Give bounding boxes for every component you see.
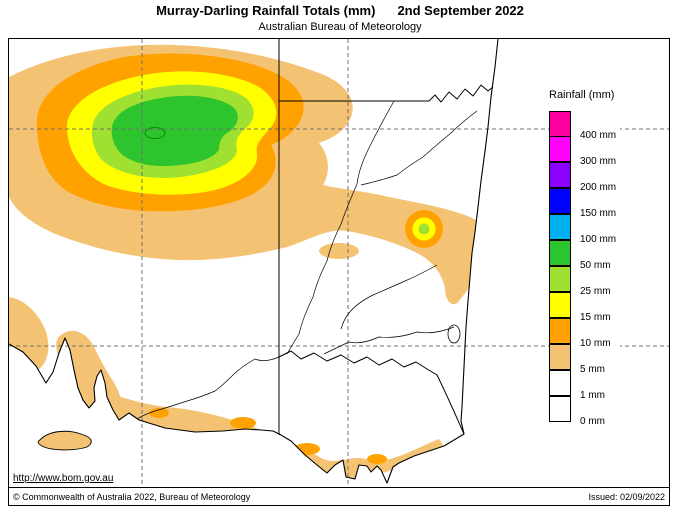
legend-label: 15 mm (580, 312, 611, 323)
rain-region-5mm-spot (319, 243, 359, 259)
page-date: 2nd September 2022 (397, 3, 524, 18)
rain-spot-10mm (367, 454, 387, 464)
legend-label: 300 mm (580, 156, 617, 167)
act-border (447, 324, 461, 344)
page-title: Murray-Darling Rainfall Totals (mm) (156, 3, 376, 18)
legend-swatch (549, 318, 571, 344)
legend-row: 25 mm (549, 266, 616, 297)
state-border-qld-nsw (279, 84, 494, 103)
legend-swatch (549, 292, 571, 318)
river-tributary (360, 110, 478, 186)
issued-text: Issued: 02/09/2022 (588, 491, 665, 502)
rain-region-50mm (111, 95, 238, 167)
legend-row: 300 mm (549, 136, 616, 167)
river-lachlan (340, 264, 438, 330)
rain-spot-10mm (230, 417, 256, 429)
legend-cells: 400 mm 300 mm 200 mm 150 mm 100 mm (549, 111, 616, 427)
legend: Rainfall (mm) 400 mm 300 mm 200 mm 150 m… (549, 89, 621, 427)
page-subtitle: Australian Bureau of Meteorology (258, 21, 422, 33)
legend-row: 5 mm (549, 344, 616, 375)
legend-label: 150 mm (580, 208, 617, 219)
legend-row: 15 mm (549, 292, 616, 323)
legend-label: 1 mm (580, 390, 605, 401)
legend-swatch (549, 214, 571, 240)
page-title-row: Murray-Darling Rainfall Totals (mm) 2nd … (0, 3, 680, 18)
legend-row: 400 mm (549, 111, 616, 141)
legend-label: 200 mm (580, 182, 617, 193)
legend-label: 5 mm (580, 364, 605, 375)
legend-row: 200 mm (549, 162, 616, 193)
legend-title: Rainfall (mm) (549, 89, 615, 101)
legend-label: 400 mm (580, 130, 617, 141)
river-murrumbidgee (323, 326, 455, 355)
legend-row: 0 mm (549, 396, 616, 427)
legend-row: 100 mm (549, 214, 616, 245)
legend-row: 1 mm (549, 370, 616, 401)
rainfall-map-box: Rainfall (mm) 400 mm 300 mm 200 mm 150 m… (8, 38, 670, 488)
legend-swatch (549, 266, 571, 292)
legend-swatch (549, 370, 571, 396)
footer-bar: © Commonwealth of Australia 2022, Bureau… (8, 487, 670, 506)
legend-row: 150 mm (549, 188, 616, 219)
legend-label: 50 mm (580, 260, 611, 271)
kangaroo-island (37, 430, 92, 451)
legend-swatch (549, 162, 571, 188)
legend-swatch (549, 188, 571, 214)
legend-label: 0 mm (580, 416, 605, 427)
river-darling (286, 100, 395, 355)
legend-label: 10 mm (580, 338, 611, 349)
river-murray-sa (136, 356, 280, 420)
legend-swatch (549, 396, 571, 422)
copyright-text: © Commonwealth of Australia 2022, Bureau… (13, 491, 251, 502)
legend-label: 100 mm (580, 234, 617, 245)
bullseye-25mm (418, 223, 430, 235)
state-border-nsw-vic-murray (278, 350, 465, 435)
bom-url-link[interactable]: http://www.bom.gov.au (13, 473, 114, 484)
legend-label: 25 mm (580, 286, 611, 297)
legend-row: 10 mm (549, 318, 616, 349)
sea (9, 39, 669, 487)
legend-row: 50 mm (549, 240, 616, 271)
rain-spot-10mm (149, 408, 169, 418)
rainfall-map (9, 39, 669, 487)
legend-swatch (549, 111, 571, 137)
rain-core-contour (144, 127, 166, 139)
legend-swatch (549, 136, 571, 162)
coastline (9, 39, 499, 484)
legend-swatch (549, 344, 571, 370)
legend-swatch (549, 240, 571, 266)
